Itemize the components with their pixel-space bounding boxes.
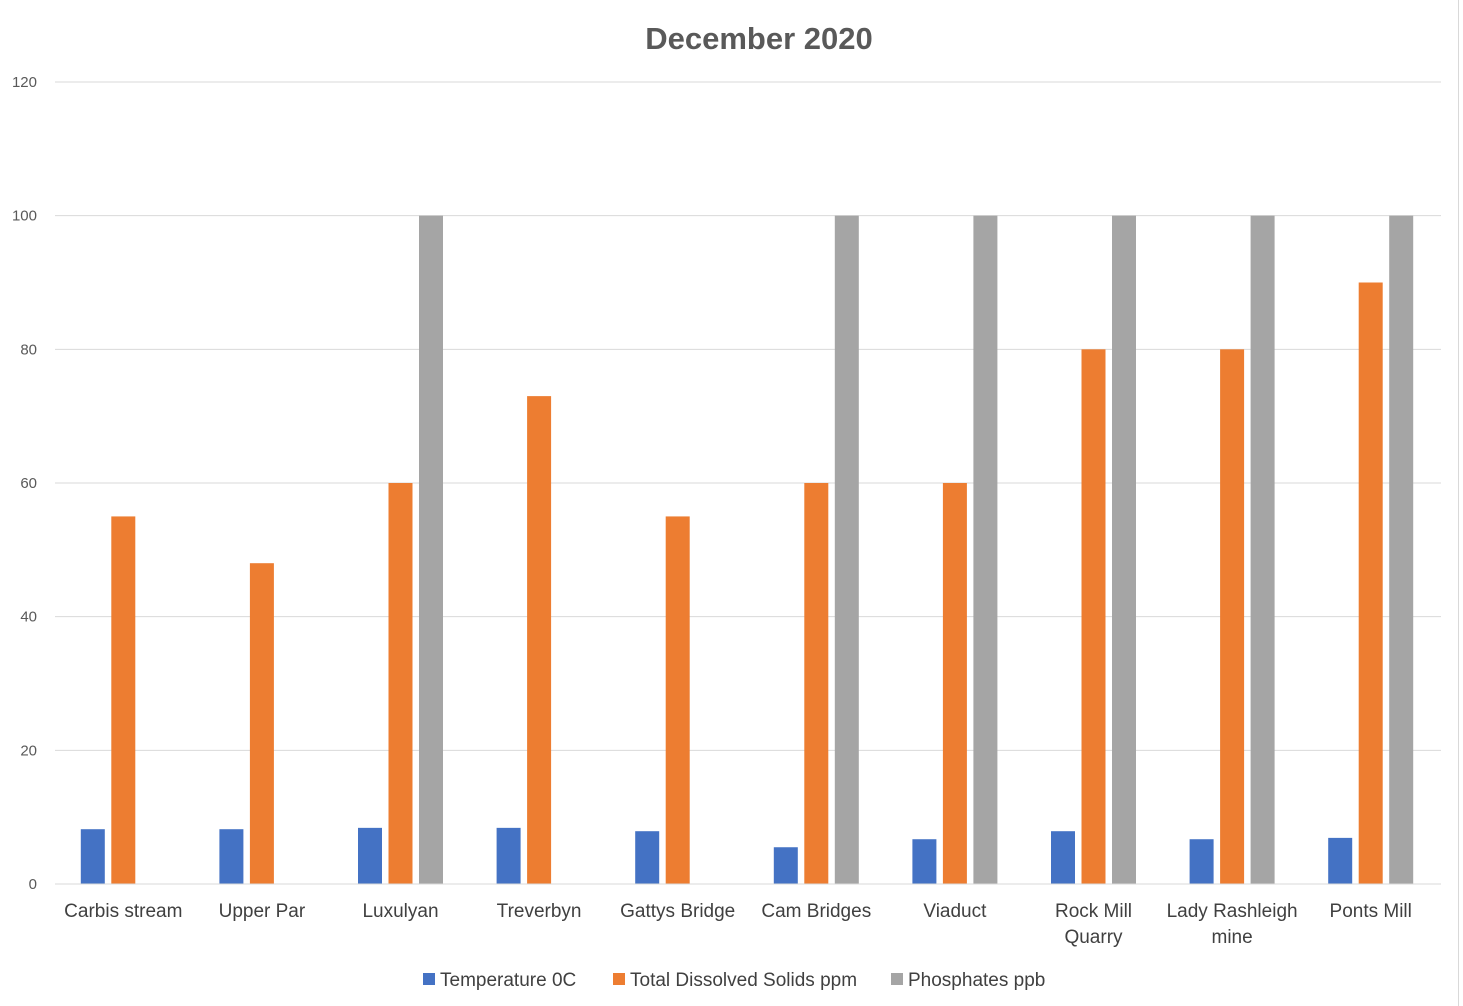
bar — [1220, 349, 1245, 885]
bar — [1081, 349, 1106, 885]
x-tick-label: Upper Par — [219, 901, 306, 922]
bar — [665, 516, 690, 884]
x-tick-label: Gattys Bridge — [620, 901, 735, 922]
y-tick-label: 100 — [12, 208, 37, 225]
x-tick-label-line: Viaduct — [923, 901, 987, 922]
y-tick-label: 20 — [20, 742, 37, 759]
bar — [388, 483, 413, 884]
x-tick-label: Ponts Mill — [1330, 901, 1412, 922]
bar — [1051, 831, 1075, 884]
legend-label: Phosphates ppb — [908, 970, 1045, 991]
bar — [419, 215, 443, 885]
legend-swatch — [891, 973, 903, 985]
bar — [1328, 837, 1353, 884]
y-tick-label: 60 — [20, 475, 37, 492]
legend-swatch — [613, 973, 625, 985]
y-axis-tick-labels: 0 20 40 60 80 100 120 — [12, 74, 37, 893]
y-tick-label: 0 — [29, 876, 37, 893]
y-tick-label: 80 — [20, 341, 37, 358]
legend-swatch — [423, 973, 435, 985]
x-tick-label-line: Quarry — [1064, 927, 1123, 948]
x-tick-label-line: Lady Rashleigh — [1167, 901, 1298, 922]
bar — [527, 396, 552, 884]
x-tick-label: Carbis stream — [64, 901, 182, 922]
bar — [973, 215, 998, 885]
x-tick-label-line: mine — [1212, 927, 1253, 948]
x-tick-label-line: Rock Mill — [1055, 901, 1132, 922]
gridlines — [55, 81, 1441, 751]
bar — [635, 831, 660, 884]
x-tick-label: Cam Bridges — [761, 901, 871, 922]
x-tick-label: Rock Mill Quarry — [1055, 901, 1132, 948]
chart-frame-edge — [1458, 0, 1459, 1006]
x-tick-label-line: Gattys Bridge — [620, 901, 735, 922]
bar — [834, 215, 859, 885]
y-tick-label: 120 — [12, 74, 37, 91]
bar — [942, 483, 967, 884]
bar — [358, 827, 382, 884]
bar — [1389, 215, 1414, 885]
bar — [804, 483, 829, 884]
x-tick-label: Treverbyn — [497, 901, 582, 922]
x-tick-label-line: Treverbyn — [497, 901, 582, 922]
x-tick-label: Luxulyan — [362, 901, 438, 922]
bar — [496, 827, 521, 884]
legend: Temperature 0C Total Dissolved Solids ppm… — [423, 970, 1045, 991]
bar — [249, 563, 274, 884]
x-axis-tick-labels: Carbis stream Upper Par Luxulyan Treverbyn G… — [64, 901, 1412, 948]
bar — [80, 829, 105, 884]
bar — [1358, 282, 1383, 884]
legend-label: Total Dissolved Solids ppm — [630, 970, 857, 991]
x-tick-label-line: Luxulyan — [362, 901, 438, 922]
x-tick-label-line: Carbis stream — [64, 901, 182, 922]
bars — [80, 215, 1414, 885]
x-tick-label: Viaduct — [923, 901, 987, 922]
chart-title: December 2020 — [645, 21, 873, 56]
bar — [1112, 215, 1136, 885]
bar — [912, 839, 937, 884]
bar — [111, 516, 136, 884]
x-tick-label-line: Upper Par — [219, 901, 306, 922]
x-tick-label: Lady Rashleigh mine — [1167, 901, 1298, 948]
bar — [219, 829, 244, 884]
y-tick-label: 40 — [20, 609, 37, 626]
bar — [1189, 839, 1214, 884]
legend-label: Temperature 0C — [440, 970, 576, 991]
bar — [773, 847, 798, 884]
x-tick-label-line: Ponts Mill — [1330, 901, 1412, 922]
x-tick-label-line: Cam Bridges — [761, 901, 871, 922]
bar — [1250, 215, 1275, 885]
